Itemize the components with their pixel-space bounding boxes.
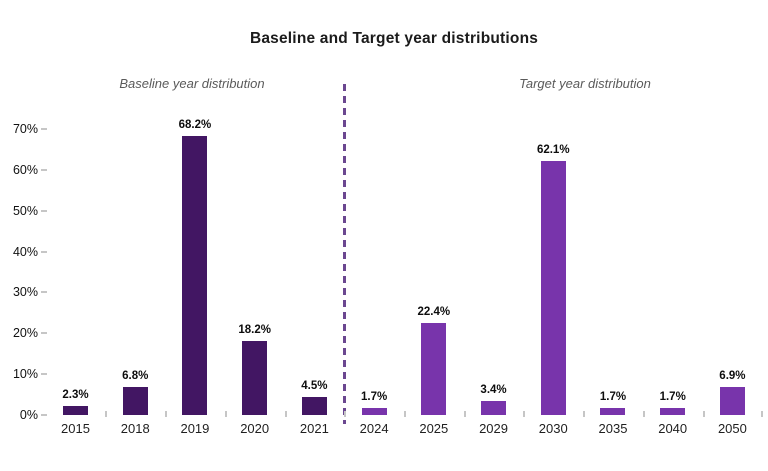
x-axis-tick: [403, 411, 406, 417]
bar-2015: [63, 405, 88, 415]
bar-value-label-2029: 3.4%: [480, 384, 507, 397]
bar-value-label-2020: 18.2%: [238, 323, 271, 336]
bar-2040: [660, 408, 686, 415]
x-axis-label-2029: 2029: [479, 421, 508, 436]
x-axis-tick: [642, 411, 645, 417]
y-axis-tick: [41, 250, 47, 253]
bar-value-label-2025: 22.4%: [417, 306, 451, 319]
bar-2035: [600, 408, 626, 415]
x-axis-tick: [284, 411, 287, 417]
x-axis-tick: [224, 411, 227, 417]
bar-value-label-2015: 2.3%: [62, 388, 89, 401]
x-axis-tick: [523, 411, 526, 417]
x-axis-label-2018: 2018: [120, 421, 150, 436]
y-axis-label-30: 30%: [12, 285, 38, 300]
x-axis-tick: [165, 411, 168, 417]
bar-2030: [540, 161, 566, 415]
bar-2025: [421, 323, 447, 415]
x-axis-label-2019: 2019: [180, 421, 210, 436]
bar-value-label-2040: 1.7%: [659, 391, 686, 404]
bar-value-label-2018: 6.8%: [122, 370, 149, 383]
x-axis-label-2021: 2021: [299, 421, 329, 436]
bar-value-label-2024: 1.7%: [360, 391, 388, 404]
y-axis-label-20: 20%: [12, 326, 38, 341]
bar-value-label-2030: 62.1%: [536, 144, 570, 157]
y-axis-label-50: 50%: [12, 203, 38, 218]
bar-value-label-2035: 1.7%: [599, 391, 627, 404]
bar-2020: [242, 340, 268, 415]
y-axis-label-0: 0%: [19, 408, 38, 422]
x-axis-label-2024: 2024: [359, 421, 389, 436]
bar-value-label-2050: 6.9%: [719, 369, 746, 382]
y-axis-tick: [41, 127, 47, 130]
y-axis-tick: [41, 332, 47, 335]
y-axis-tick: [41, 373, 47, 376]
y-axis-label-70: 70%: [12, 121, 38, 136]
x-axis-tick: [761, 411, 763, 417]
bar-2018: [122, 387, 148, 415]
x-axis-label-2015: 2015: [61, 421, 90, 436]
bar-2050: [719, 386, 745, 415]
bar-2019: [182, 136, 208, 415]
bar-value-label-2021: 4.5%: [301, 379, 328, 392]
x-axis-label-2020: 2020: [240, 421, 270, 436]
y-axis-tick: [41, 168, 47, 171]
y-axis-label-10: 10%: [12, 367, 38, 382]
bar-2021: [301, 396, 327, 415]
x-axis-tick: [105, 411, 108, 417]
y-axis-tick: [41, 209, 47, 212]
y-axis-label-60: 60%: [12, 162, 38, 177]
target-panel-subtitle: Target year distribution: [519, 76, 651, 91]
x-axis-tick: [702, 411, 705, 417]
baseline-panel-subtitle: Baseline year distribution: [119, 76, 265, 91]
x-axis-tick: [583, 411, 586, 417]
x-axis-tick: [344, 411, 347, 417]
y-axis-label-40: 40%: [12, 244, 38, 259]
x-axis-label-2030: 2030: [538, 421, 568, 436]
x-axis-label-2040: 2040: [658, 421, 688, 436]
x-axis-tick: [463, 411, 466, 417]
x-axis-label-2025: 2025: [419, 421, 449, 436]
bar-2029: [481, 401, 507, 415]
y-axis-tick: [41, 414, 47, 416]
chart-title: Baseline and Target year distributions: [249, 30, 539, 47]
x-axis-label-2035: 2035: [598, 421, 628, 436]
x-axis-label-2050: 2050: [717, 421, 747, 436]
bar-value-label-2019: 68.2%: [178, 119, 212, 132]
panel-divider-dashed-line: [343, 84, 346, 424]
y-axis-tick: [41, 291, 47, 294]
bar-2024: [361, 408, 387, 415]
